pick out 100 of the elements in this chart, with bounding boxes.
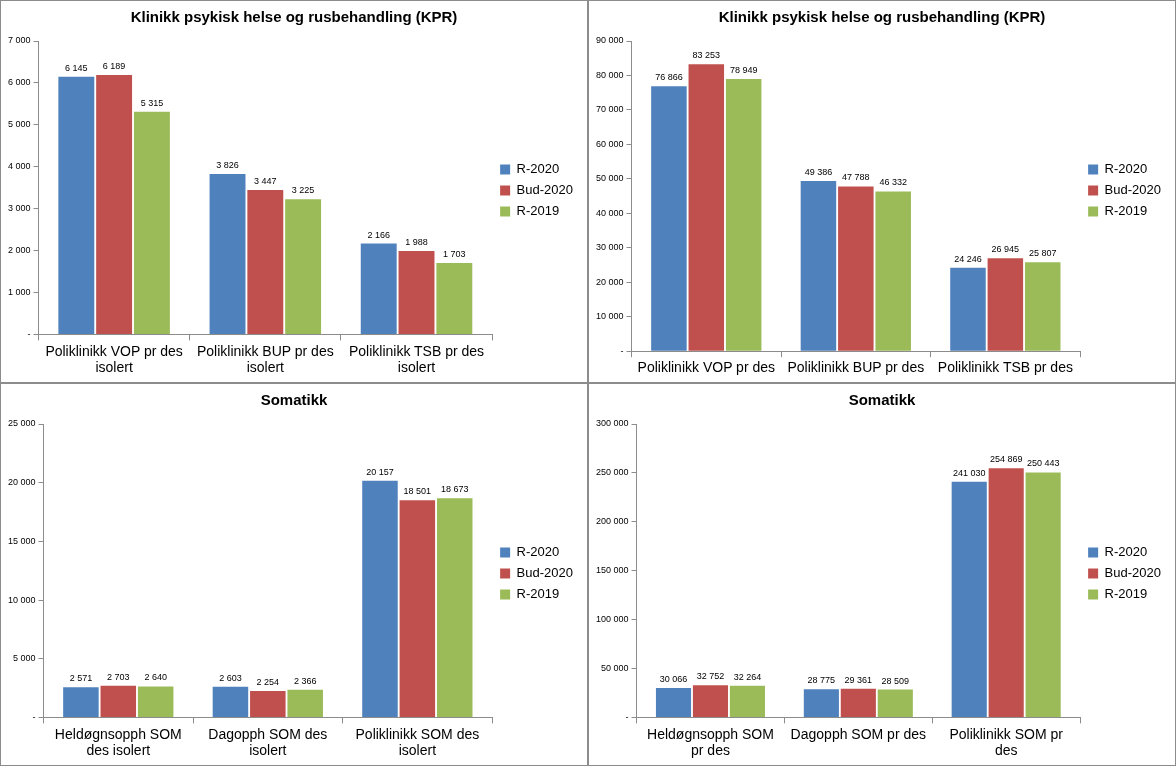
y-tick-label: 100 000 [595, 614, 629, 625]
y-tick-label: 50 000 [596, 173, 624, 184]
y-tick-label: 90 000 [596, 35, 624, 46]
data-label: 20 157 [366, 466, 394, 477]
y-tick-label: 6 000 [7, 77, 31, 88]
data-label: 46 332 [879, 177, 907, 188]
y-tick-label: 250 000 [595, 467, 629, 478]
bar [840, 688, 876, 717]
legend-label: R-2020 [516, 161, 560, 177]
y-tick-label: 3 000 [7, 203, 31, 214]
bar [285, 199, 322, 334]
data-label: 6 189 [102, 60, 126, 71]
legend-label: R-2020 [516, 544, 560, 560]
data-label: 3 447 [254, 175, 277, 186]
bar [692, 685, 729, 717]
y-tick-label: 40 000 [596, 207, 624, 218]
bar [212, 686, 249, 717]
bar [287, 689, 323, 717]
bar [655, 688, 692, 717]
y-tick-label: 2 000 [7, 245, 31, 256]
bar [96, 74, 133, 334]
data-label: 2 571 [69, 673, 93, 684]
bar [436, 263, 473, 334]
data-label: 2 166 [367, 229, 390, 240]
bar [250, 690, 286, 717]
y-tick-label: - [32, 711, 36, 722]
legend-label: R-2020 [1104, 161, 1148, 177]
x-tick-label: Poliklinikk VOP pr des isolert [45, 342, 183, 376]
data-label: 29 361 [844, 674, 873, 685]
bar [137, 686, 174, 717]
data-label: 3 225 [291, 185, 315, 196]
bar [1025, 472, 1061, 717]
bar [651, 86, 687, 351]
bar [436, 498, 473, 717]
bar [729, 685, 765, 717]
bar [360, 243, 397, 334]
bar [209, 174, 246, 334]
data-label: 49 386 [804, 166, 833, 177]
y-tick-label: 5 000 [13, 653, 36, 664]
y-tick-label: 150 000 [595, 565, 629, 576]
data-label: 25 807 [1028, 248, 1057, 259]
bar [987, 258, 1024, 351]
y-tick-label: 10 000 [596, 311, 624, 322]
bar [877, 689, 913, 717]
bar [800, 180, 837, 351]
bar [63, 687, 99, 717]
x-tick-label: Poliklinikk TSB pr des isolert [348, 342, 485, 376]
legend-label: R-2019 [1104, 586, 1148, 602]
legend-label: Bud-2020 [516, 182, 574, 198]
data-label: 254 869 [989, 454, 1023, 465]
data-label: 83 253 [692, 50, 721, 61]
data-label: 2 366 [293, 675, 317, 686]
x-tick-label: Poliklinikk SOM pr des [949, 725, 1064, 759]
data-label: 1 988 [405, 237, 428, 248]
data-label: 32 752 [696, 671, 725, 682]
legend-label: Bud-2020 [516, 565, 574, 581]
legend-label: R-2019 [1104, 203, 1148, 219]
data-label: 241 030 [952, 467, 986, 478]
bar [951, 481, 987, 717]
bar [1024, 262, 1061, 351]
legend-label: R-2019 [516, 586, 560, 602]
y-tick-label: - [27, 328, 31, 339]
x-tick-label: Dagopph SOM des isolert [208, 725, 328, 759]
data-label: 28 509 [881, 675, 910, 686]
y-tick-label: 30 000 [596, 242, 624, 253]
data-label: 250 443 [1026, 458, 1060, 469]
data-label: 2 603 [219, 672, 242, 683]
y-tick-label: - [625, 711, 629, 722]
data-label: 2 254 [256, 676, 280, 687]
data-label: 30 066 [659, 673, 688, 684]
legend-label: Bud-2020 [1104, 565, 1162, 581]
chart-title: Somatikk [260, 391, 328, 409]
y-tick-label: - [620, 345, 624, 356]
data-label: 78 949 [729, 65, 758, 76]
data-label: 5 315 [140, 97, 164, 108]
bar [875, 191, 911, 351]
y-tick-label: 300 000 [595, 418, 629, 429]
x-tick-label: Poliklinikk BUP pr des [787, 359, 925, 376]
data-label: 6 145 [65, 62, 88, 73]
bar [58, 76, 95, 334]
data-label: 18 501 [403, 486, 432, 497]
x-tick-label: Dagopph SOM pr des [790, 725, 927, 742]
y-tick-label: 5 000 [7, 119, 31, 130]
data-label: 1 703 [443, 249, 466, 259]
y-tick-label: 1 000 [7, 286, 31, 297]
data-label: 3 826 [216, 160, 239, 171]
bar [133, 111, 170, 334]
data-label: 76 866 [655, 72, 683, 83]
x-tick-label: Poliklinikk VOP pr des [637, 359, 776, 376]
chart-title: Somatikk [848, 391, 916, 409]
bar [725, 79, 762, 351]
bar [688, 64, 725, 351]
y-tick-label: 25 000 [8, 418, 36, 429]
x-tick-label: Poliklinikk BUP pr des isolert [196, 342, 334, 376]
bar [100, 685, 137, 717]
data-label: 18 673 [440, 484, 469, 495]
y-tick-label: 70 000 [596, 104, 624, 115]
legend-label: R-2019 [516, 203, 560, 219]
bar [398, 251, 435, 334]
chart-title: Klinikk psykisk helse og rusbehandling (KPR) [130, 8, 458, 26]
